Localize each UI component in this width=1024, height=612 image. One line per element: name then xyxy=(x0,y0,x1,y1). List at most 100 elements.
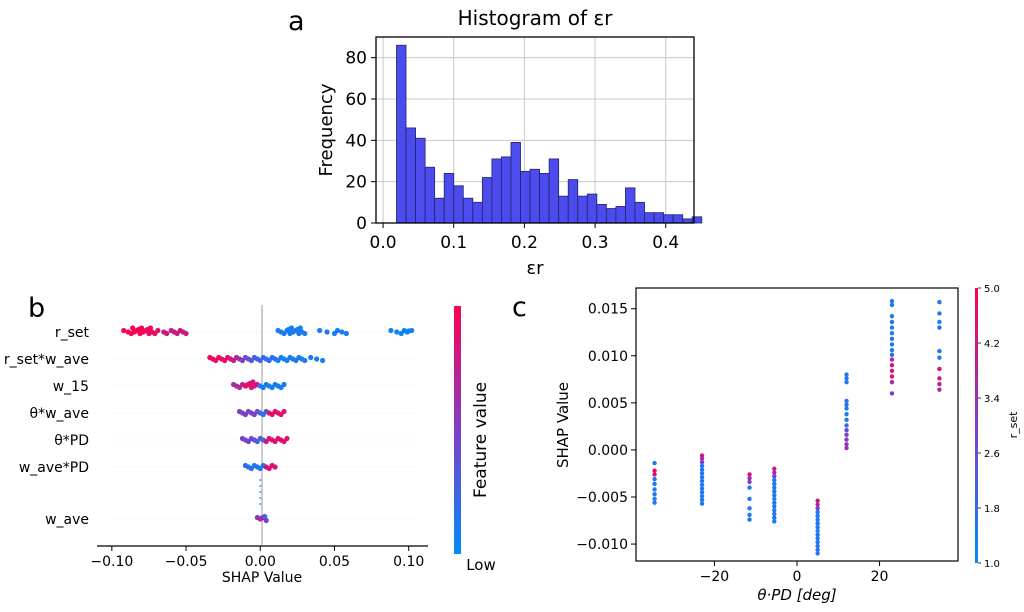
dependence-point xyxy=(747,485,752,490)
histogram-x-label: εr xyxy=(526,258,544,279)
histogram-bar xyxy=(443,172,455,224)
dependence-point xyxy=(772,511,777,517)
dependence-point xyxy=(747,472,752,477)
histogram-bar xyxy=(691,216,703,224)
dependence-point xyxy=(844,398,849,404)
dependence-point xyxy=(815,521,820,526)
histogram-x-tick-label: 0.2 xyxy=(511,233,538,253)
dependence-point xyxy=(937,348,942,354)
beeswarm-gap-dot xyxy=(259,503,262,505)
histogram-bar xyxy=(663,214,674,224)
histogram-bar xyxy=(405,127,416,224)
dependence-point xyxy=(699,497,705,503)
dependence-point xyxy=(844,445,849,451)
dependence-point xyxy=(815,528,820,534)
dependence-x-tick-label: −20 xyxy=(700,569,730,585)
histogram-bar xyxy=(567,179,579,224)
beeswarm-point xyxy=(314,356,320,362)
dependence-point xyxy=(652,487,657,492)
dependence-point xyxy=(652,500,657,505)
histogram-bars xyxy=(396,44,703,224)
dependence-point xyxy=(699,475,705,480)
histogram-bar xyxy=(586,193,598,224)
dependence-point xyxy=(937,319,942,325)
beeswarm-point xyxy=(284,435,290,442)
histogram-bar xyxy=(491,158,502,224)
beeswarm-point xyxy=(121,327,127,334)
histogram-x-tick-label: 0.1 xyxy=(440,233,467,253)
dependence-point xyxy=(937,381,942,387)
beeswarm-x-tick-label: 0.10 xyxy=(393,554,424,570)
beeswarm-feature-label: w_15 xyxy=(53,379,89,395)
dependence-point xyxy=(844,417,849,422)
histogram-bar xyxy=(625,187,636,224)
histogram-y-tick-label: 40 xyxy=(345,131,367,151)
dependence-point xyxy=(889,379,895,385)
beeswarm-point xyxy=(339,329,345,335)
beeswarm-point xyxy=(281,408,287,415)
beeswarm-point xyxy=(334,327,341,334)
histogram-bar xyxy=(453,185,464,224)
beeswarm-point xyxy=(147,325,154,331)
dependence-point xyxy=(815,498,820,503)
dependence-point xyxy=(889,330,895,336)
histogram-bar xyxy=(434,197,445,224)
histogram-bar xyxy=(510,141,521,224)
dependence-point xyxy=(815,502,820,507)
dependence-point xyxy=(815,532,820,537)
dependence-point xyxy=(815,524,820,530)
beeswarm-x-tick-label: 0.05 xyxy=(319,554,350,570)
dependence-point xyxy=(815,543,820,549)
beeswarm-gap-dot xyxy=(259,497,262,499)
panel-b-beeswarm: r_set r_set*w_ave w_15 θ*w_ave θ*PD w_ave*PDw… xyxy=(4,305,496,586)
dependence-x-tick-label: 0 xyxy=(793,569,802,585)
dependence-point xyxy=(844,442,849,447)
dependence-point xyxy=(815,513,820,519)
dependence-colorbar-ticks: 1.0 1.8 2.6 3.4 4.2 5.0 xyxy=(978,284,1000,570)
beeswarm-point xyxy=(317,327,323,334)
dependence-point xyxy=(889,352,895,358)
dependence-point xyxy=(699,456,705,461)
dependence-point xyxy=(889,336,895,342)
dependence-point xyxy=(889,357,895,362)
dependence-point xyxy=(772,500,777,505)
dependence-point xyxy=(937,311,942,316)
histogram-frame xyxy=(375,36,695,224)
beeswarm-point xyxy=(281,381,287,388)
dependence-point xyxy=(699,493,705,499)
dependence-colorbar-tick-label: 2.6 xyxy=(984,449,1000,460)
panel-a-histogram: Histogram of εr 0.0 0.1 0.2 0.3 0.4 0 20 40 60 8… xyxy=(316,6,703,279)
histogram-bar xyxy=(501,156,512,224)
beeswarm-x-ticks: −0.10 −0.05 0.00 0.05 0.10 xyxy=(90,546,424,570)
dependence-point xyxy=(815,506,820,511)
histogram-bar xyxy=(529,168,540,224)
dependence-point xyxy=(844,406,849,411)
beeswarm-gap-dot xyxy=(259,479,262,481)
dependence-point xyxy=(844,402,849,407)
beeswarm-feature-label: r_set*w_ave xyxy=(4,352,89,368)
dependence-y-label: SHAP Value xyxy=(554,382,572,468)
beeswarm-feature-label: w_ave xyxy=(45,512,89,528)
dependence-point xyxy=(772,489,777,494)
dependence-y-tick-label: 0.010 xyxy=(588,349,628,365)
dependence-point xyxy=(652,460,657,466)
dependence-point xyxy=(815,547,820,552)
beeswarm-point xyxy=(164,330,170,337)
histogram-bar xyxy=(462,197,474,224)
dependence-point xyxy=(747,479,752,485)
beeswarm-point xyxy=(263,517,269,524)
dependence-y-ticks: −0.010 −0.005 0.000 0.005 0.010 0.015 xyxy=(576,302,636,553)
dependence-point xyxy=(844,427,849,433)
dependence-point xyxy=(815,551,820,556)
dependence-point xyxy=(652,472,657,477)
dependence-point xyxy=(652,481,657,487)
dependence-point xyxy=(844,372,849,377)
dependence-x-tick-label: 20 xyxy=(871,569,889,585)
dependence-point xyxy=(699,463,705,469)
histogram-bar xyxy=(472,201,483,224)
histogram-bar xyxy=(615,206,626,224)
dependence-x-label: θ·PD [deg] xyxy=(757,586,836,604)
dependence-point xyxy=(772,485,777,490)
dependence-point xyxy=(772,477,777,483)
dependence-point xyxy=(747,496,752,502)
